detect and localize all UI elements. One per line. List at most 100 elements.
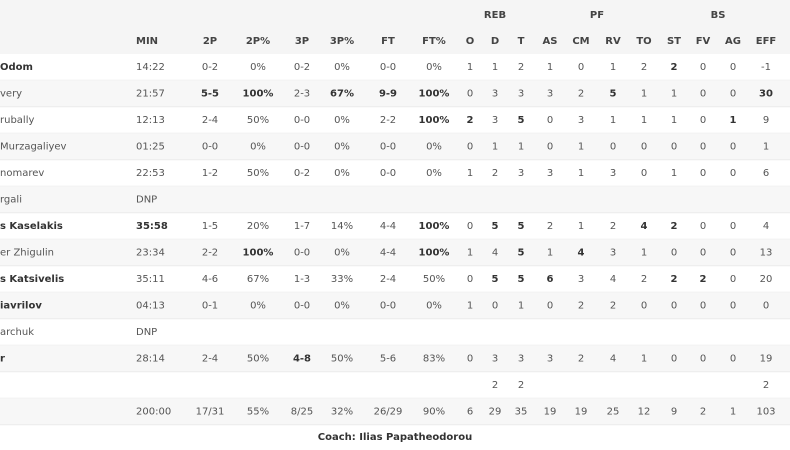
stat-cell: 17/31 [196, 407, 225, 418]
stat-cell: 1-2 [202, 168, 218, 179]
stat-cell: 0-2 [294, 62, 310, 73]
stat-cell: DNP [136, 327, 157, 338]
stat-cell: 0% [334, 301, 350, 312]
stat-cell: 0 [467, 89, 473, 100]
stat-cell: 0 [700, 142, 706, 153]
row-background [0, 186, 790, 213]
column-header: ST [667, 36, 681, 47]
stat-cell: 8/25 [291, 407, 313, 418]
stat-cell: 0-0 [294, 115, 310, 126]
stat-cell: 0 [671, 301, 677, 312]
stat-cell: 0-1 [202, 301, 218, 312]
stat-cell: 0 [671, 248, 677, 259]
stat-cell: 1 [610, 115, 616, 126]
stat-cell: 0 [730, 354, 736, 365]
stat-cell: 2 [641, 62, 647, 73]
stat-cell: 0 [467, 274, 473, 285]
column-header: AG [725, 36, 741, 47]
stat-cell: 0 [641, 301, 647, 312]
player-name: very [0, 89, 22, 100]
stat-cell: 5 [518, 115, 525, 126]
stat-cell: 13 [760, 248, 773, 259]
stat-cell: 3 [578, 274, 584, 285]
stat-cell: 9 [671, 407, 677, 418]
stat-cell: 1-5 [202, 221, 218, 232]
player-name: r [0, 354, 5, 365]
stat-cell: 4 [578, 248, 585, 259]
stat-cell: 0-0 [380, 301, 396, 312]
stat-cell: 2 [547, 221, 553, 232]
stat-cell: 0 [700, 354, 706, 365]
stat-cell: 50% [247, 115, 269, 126]
stat-cell: 2 [467, 115, 474, 126]
stat-cell: 0 [730, 301, 736, 312]
stat-cell: 5 [492, 221, 499, 232]
column-header: 2P% [246, 36, 270, 47]
stat-cell: 4 [492, 248, 498, 259]
stat-cell: 19 [544, 407, 557, 418]
player-name: Odom [0, 62, 33, 73]
stat-cell: 21:57 [136, 89, 165, 100]
stat-cell: 3 [547, 89, 553, 100]
stat-cell: 0% [334, 115, 350, 126]
stat-cell: 1 [578, 168, 584, 179]
stat-cell: 200:00 [136, 407, 171, 418]
player-name: s Kaselakis [0, 221, 63, 232]
stat-cell: 5 [610, 89, 617, 100]
stat-cell: 2-4 [202, 354, 218, 365]
stat-cell: -1 [761, 62, 771, 73]
stat-cell: 100% [419, 89, 450, 100]
stat-cell: 4-8 [293, 354, 311, 365]
stat-cell: 26/29 [374, 407, 403, 418]
stat-cell: 5-5 [201, 89, 219, 100]
stat-cell: 5 [518, 221, 525, 232]
stat-cell: 0-0 [294, 248, 310, 259]
stat-cell: 0 [730, 274, 736, 285]
stat-cell: 0 [547, 115, 553, 126]
stat-cell: 0 [700, 62, 706, 73]
stat-cell: 6 [763, 168, 769, 179]
stat-cell: 2 [578, 89, 584, 100]
stat-cell: 5-6 [380, 354, 396, 365]
player-name: s Katsivelis [0, 274, 64, 285]
column-header: RV [605, 36, 621, 47]
stat-cell: 2 [518, 380, 524, 391]
stat-cell: 04:13 [136, 301, 165, 312]
column-header: FV [696, 36, 711, 47]
stat-cell: 4-4 [380, 248, 396, 259]
stat-cell: 0 [671, 142, 677, 153]
stat-cell: 2 [492, 380, 498, 391]
stat-cell: 6 [547, 274, 554, 285]
stat-cell: 1 [730, 115, 737, 126]
stat-cell: 0 [467, 221, 473, 232]
stat-cell: 1 [467, 62, 473, 73]
stat-cell: 3 [578, 115, 584, 126]
stat-cell: 0 [730, 89, 736, 100]
stat-cell: 32% [331, 407, 353, 418]
column-header: FT% [422, 36, 446, 47]
stat-cell: 0 [700, 168, 706, 179]
stat-cell: 0 [671, 354, 677, 365]
stat-cell: 1 [518, 301, 524, 312]
stat-cell: 12 [638, 407, 651, 418]
stat-cell: 2 [700, 274, 707, 285]
stat-cell: 3 [610, 168, 616, 179]
stat-cell: 35 [515, 407, 528, 418]
stat-cell: 6 [467, 407, 473, 418]
stat-cell: 1 [671, 115, 677, 126]
stat-cell: 9-9 [379, 89, 397, 100]
stat-cell: 2 [610, 301, 616, 312]
stat-cell: 0 [730, 248, 736, 259]
group-header: PF [590, 10, 604, 21]
stat-cell: 3 [492, 89, 498, 100]
stat-cell: 5 [518, 274, 525, 285]
stat-cell: 3 [610, 248, 616, 259]
stat-cell: 23:34 [136, 248, 165, 259]
stat-cell: 0% [250, 62, 266, 73]
stat-cell: 22:53 [136, 168, 165, 179]
stat-cell: 0-0 [380, 62, 396, 73]
stat-cell: 0 [467, 354, 473, 365]
row-background [0, 345, 790, 372]
stat-cell: 0% [334, 62, 350, 73]
